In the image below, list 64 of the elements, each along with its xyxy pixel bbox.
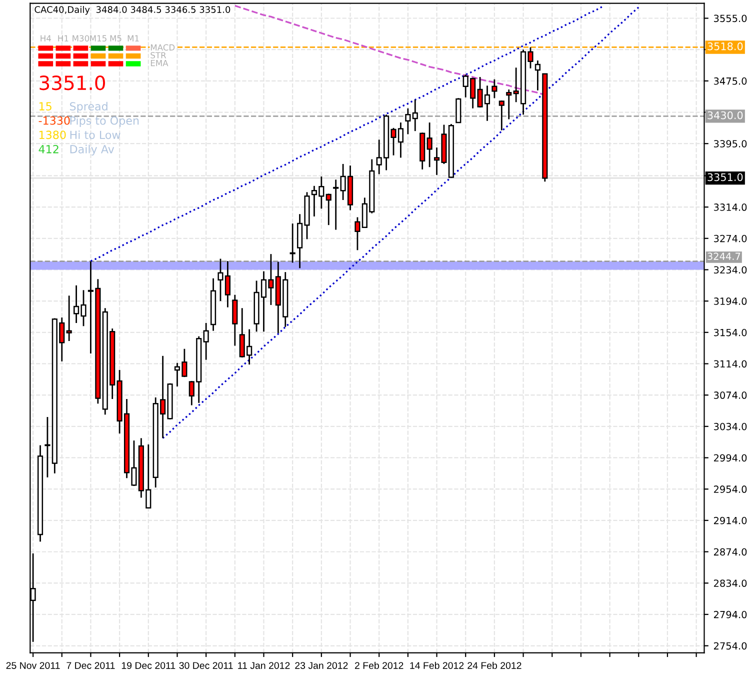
- y-tick-label: 3194.0: [714, 298, 747, 305]
- candlestick: [498, 100, 504, 131]
- y-tick-label: 3274.0: [714, 234, 747, 242]
- annotation: M30: [72, 35, 90, 42]
- annotation: STR: [150, 52, 166, 58]
- annotation: 1380: [39, 130, 66, 140]
- ref-line-label: 3430.0: [708, 111, 743, 120]
- candlestick: [405, 108, 411, 135]
- x-tick-label: 30 Dec 2011: [179, 662, 233, 669]
- y-tick-label: 2954.0: [714, 486, 747, 493]
- annotation: Pips to Open: [70, 116, 139, 127]
- candlestick: [492, 78, 498, 99]
- band-label: 3244.7: [708, 252, 740, 260]
- y-tick-label: 3114.0: [714, 360, 747, 368]
- y-tick-label: 2794.0: [714, 610, 747, 618]
- annotation: Hi to Low: [70, 130, 120, 140]
- candlestick: [203, 322, 209, 361]
- x-tick-label: 2 Feb 2012: [354, 662, 404, 669]
- x-tick-label: 25 Nov 2011: [6, 662, 60, 669]
- y-tick-label: 2834.0: [714, 580, 747, 587]
- annotation: H1: [58, 35, 68, 42]
- candlestick: [333, 178, 339, 230]
- y-tick-label: 2754.0: [714, 642, 747, 650]
- y-tick-label: 3395.0: [714, 140, 747, 148]
- y-tick-label: 3154.0: [714, 328, 747, 336]
- y-tick-label: 3234.0: [714, 266, 747, 274]
- annotation: 412: [38, 144, 58, 154]
- candlestick: [412, 99, 418, 132]
- x-tick-label: 14 Feb 2012: [410, 662, 464, 669]
- annotation: H4: [40, 35, 51, 42]
- annotation: M5: [110, 35, 122, 42]
- x-tick-label: 11 Jan 2012: [238, 662, 290, 669]
- x-tick-label: 19 Dec 2011: [122, 662, 176, 669]
- annotation: EMA: [150, 60, 168, 66]
- annotation: 3351.0: [40, 75, 105, 90]
- y-tick-label: 3475.0: [714, 77, 747, 85]
- y-tick-label: 3555.0: [714, 14, 747, 22]
- annotation: M15: [90, 35, 106, 42]
- x-tick-label: 24 Feb 2012: [468, 662, 522, 669]
- y-tick-label: 2914.0: [714, 516, 747, 524]
- chart-title: CAC40,Daily 3484.0 3484.5 3346.5 3351.0: [34, 6, 230, 15]
- y-tick-label: 3034.0: [714, 422, 747, 430]
- candlestick: [66, 294, 72, 342]
- candlestick: [426, 122, 432, 168]
- x-tick-label: 7 Dec 2011: [66, 662, 115, 669]
- annotation: 15: [39, 102, 52, 110]
- ref-line-label: 3518.0: [708, 42, 743, 50]
- y-tick-label: 3314.0: [714, 204, 747, 211]
- y-tick-label: 2874.0: [714, 548, 747, 556]
- annotation: Spread: [70, 102, 108, 113]
- candlestick: [326, 193, 332, 226]
- annotation: M1: [128, 35, 139, 42]
- annotation: Daily Av: [70, 144, 114, 156]
- candlestick: [290, 222, 296, 264]
- candlestick: [456, 97, 462, 124]
- candlestick: [232, 294, 238, 346]
- y-tick-label: 3074.0: [714, 392, 747, 399]
- candlestick: [506, 88, 512, 120]
- ref-line-label: 3351.0: [708, 173, 743, 182]
- y-tick-label: 2994.0: [714, 454, 747, 462]
- candlestick: [534, 60, 540, 92]
- x-tick-label: 23 Jan 2012: [295, 662, 348, 669]
- annotation: MACD: [150, 44, 175, 51]
- annotation: -1330: [38, 116, 70, 125]
